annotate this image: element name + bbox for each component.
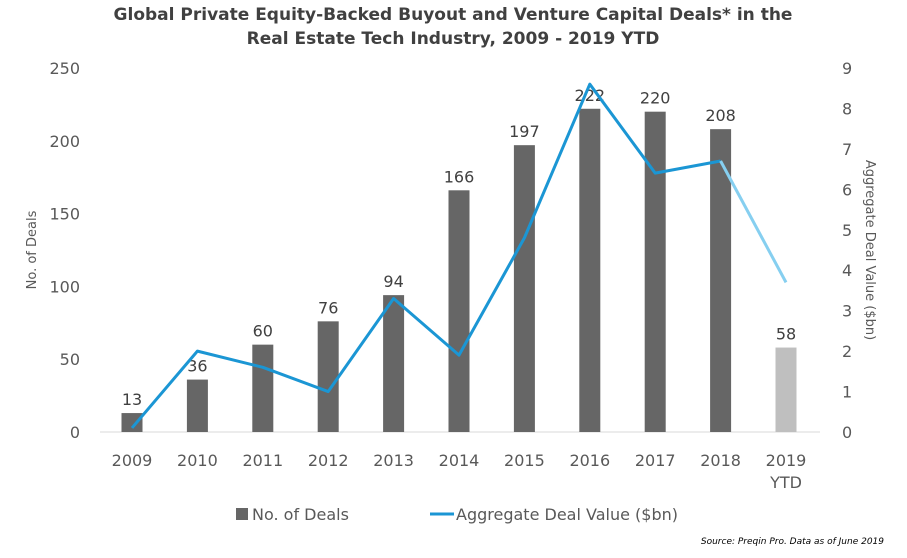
x-tick-label: 2018 — [700, 451, 741, 470]
bar — [252, 344, 274, 432]
bar-data-label: 94 — [383, 272, 403, 291]
bar-data-label: 76 — [318, 298, 338, 317]
x-tick-label: 2011 — [242, 451, 283, 470]
x-tick-label: 2017 — [635, 451, 676, 470]
x-tick-label: 2016 — [569, 451, 610, 470]
chart-title-line2: Real Estate Tech Industry, 2009 - 2019 Y… — [247, 29, 660, 49]
y-right-tick-label: 5 — [842, 221, 852, 240]
y-axis-right-label: Aggregate Deal Value ($bn) — [862, 160, 877, 340]
x-tick-label: 2010 — [177, 451, 218, 470]
legend-line-label: Aggregate Deal Value ($bn) — [456, 505, 678, 524]
y-left-tick-label: 200 — [49, 132, 80, 151]
x-tick-label: YTD — [769, 473, 802, 492]
bar-data-label: 197 — [509, 122, 540, 141]
bar — [775, 347, 797, 432]
bar — [710, 129, 732, 433]
y-left-tick-label: 150 — [49, 205, 80, 224]
bar — [121, 413, 143, 432]
y-left-tick-label: 250 — [49, 59, 80, 78]
x-tick-label: 2012 — [308, 451, 349, 470]
bar-data-label: 208 — [705, 106, 736, 125]
y-right-tick-label: 3 — [842, 302, 852, 321]
bar — [513, 145, 535, 432]
bar-data-label: 60 — [253, 322, 273, 341]
bar-data-label: 58 — [776, 325, 796, 344]
source-note: Source: Preqin Pro. Data as of June 2019 — [701, 537, 884, 547]
x-tick-label: 2015 — [504, 451, 545, 470]
chart-title-line1: Global Private Equity-Backed Buyout and … — [114, 5, 793, 25]
y-right-tick-label: 9 — [842, 59, 852, 78]
y-right-tick-label: 0 — [842, 423, 852, 442]
y-right-tick-label: 6 — [842, 180, 852, 199]
y-right-tick-label: 1 — [842, 383, 852, 402]
legend-bar-swatch — [236, 508, 248, 520]
y-right-tick-label: 4 — [842, 261, 852, 280]
bar — [644, 111, 666, 433]
bar-data-label: 36 — [187, 357, 207, 376]
line-series — [130, 82, 721, 429]
bar — [383, 295, 405, 432]
y-right-tick-label: 8 — [842, 99, 852, 118]
x-tick-label: 2019 — [766, 451, 807, 470]
bar — [579, 108, 601, 432]
line-series-ytd-segment — [719, 160, 788, 284]
bar — [317, 321, 339, 432]
bar-data-label: 220 — [640, 89, 671, 108]
y-left-tick-label: 50 — [60, 350, 80, 369]
x-tick-label: 2013 — [373, 451, 414, 470]
bar-data-label: 222 — [575, 86, 606, 105]
y-left-tick-label: 100 — [49, 277, 80, 296]
bar — [186, 379, 208, 432]
bar-data-label: 13 — [122, 390, 142, 409]
bar-data-label: 166 — [444, 167, 475, 186]
y-left-tick-label: 0 — [70, 423, 80, 442]
bar — [448, 190, 470, 432]
legend-bar-label: No. of Deals — [252, 505, 349, 524]
x-tick-label: 2009 — [112, 451, 153, 470]
x-tick-label: 2014 — [439, 451, 480, 470]
y-right-tick-label: 2 — [842, 342, 852, 361]
y-axis-left-label: No. of Deals — [25, 210, 40, 289]
legend: No. of Deals Aggregate Deal Value ($bn) — [236, 505, 678, 524]
y-right-tick-label: 7 — [842, 140, 852, 159]
